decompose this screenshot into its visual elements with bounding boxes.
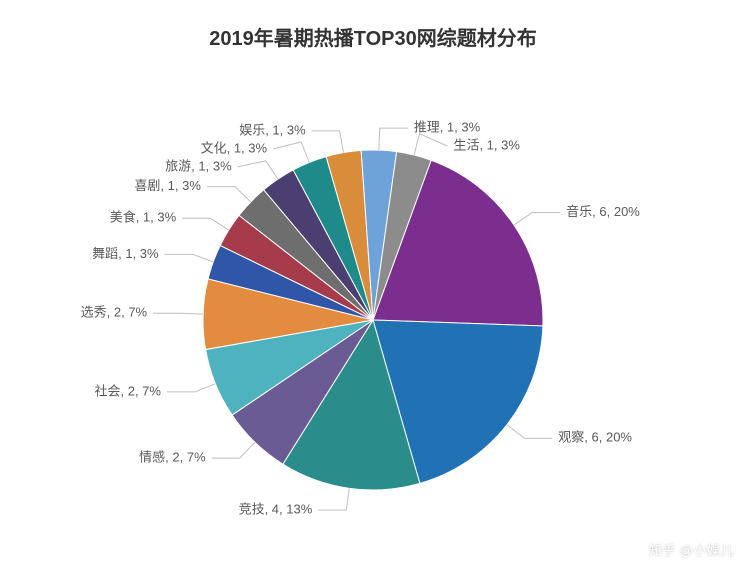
leader-line <box>212 442 255 458</box>
leader-line <box>182 218 229 230</box>
slice-label: 社会, 2, 7% <box>95 383 162 398</box>
slice-label: 美食, 1, 3% <box>110 210 177 225</box>
slice-label: 竞技, 4, 13% <box>239 502 313 517</box>
leader-line <box>273 142 309 162</box>
slice-label: 推理, 1, 3% <box>414 120 481 135</box>
slice-label: 喜剧, 1, 3% <box>134 178 201 193</box>
slice-label: 文化, 1, 3% <box>201 140 268 155</box>
slice-label: 选秀, 2, 7% <box>81 305 148 320</box>
slice-label: 旅游, 1, 3% <box>165 158 232 173</box>
chart-title: 2019年暑期热播TOP30网综题材分布 <box>0 22 746 51</box>
leader-line <box>318 488 349 510</box>
watermark: 知乎 @小娱儿 <box>649 540 734 559</box>
slice-label: 娱乐, 1, 3% <box>239 122 306 137</box>
leader-line <box>312 131 344 153</box>
leader-line <box>414 134 447 155</box>
slice-label: 音乐, 6, 20% <box>566 204 640 219</box>
leader-line <box>153 313 203 314</box>
slice-label: 情感, 2, 7% <box>139 450 206 465</box>
leader-line <box>207 187 251 202</box>
slice-label: 观察, 6, 20% <box>558 430 632 445</box>
leader-line <box>379 128 408 150</box>
slice-label: 生活, 1, 3% <box>453 138 520 153</box>
leader-line <box>507 425 552 439</box>
slice-label: 舞蹈, 1, 3% <box>92 246 159 261</box>
leader-line <box>238 161 278 179</box>
leader-line <box>165 254 214 262</box>
chart-container: 2019年暑期热播TOP30网综题材分布 娱乐, 1, 3% 文化, 1, 3% 旅… <box>0 0 746 565</box>
leader-line <box>167 384 215 392</box>
leader-line <box>514 213 560 225</box>
pie-chart: 娱乐, 1, 3% 文化, 1, 3% 旅游, 1, 3% 喜剧, 1, 3% 美食, … <box>0 0 746 565</box>
